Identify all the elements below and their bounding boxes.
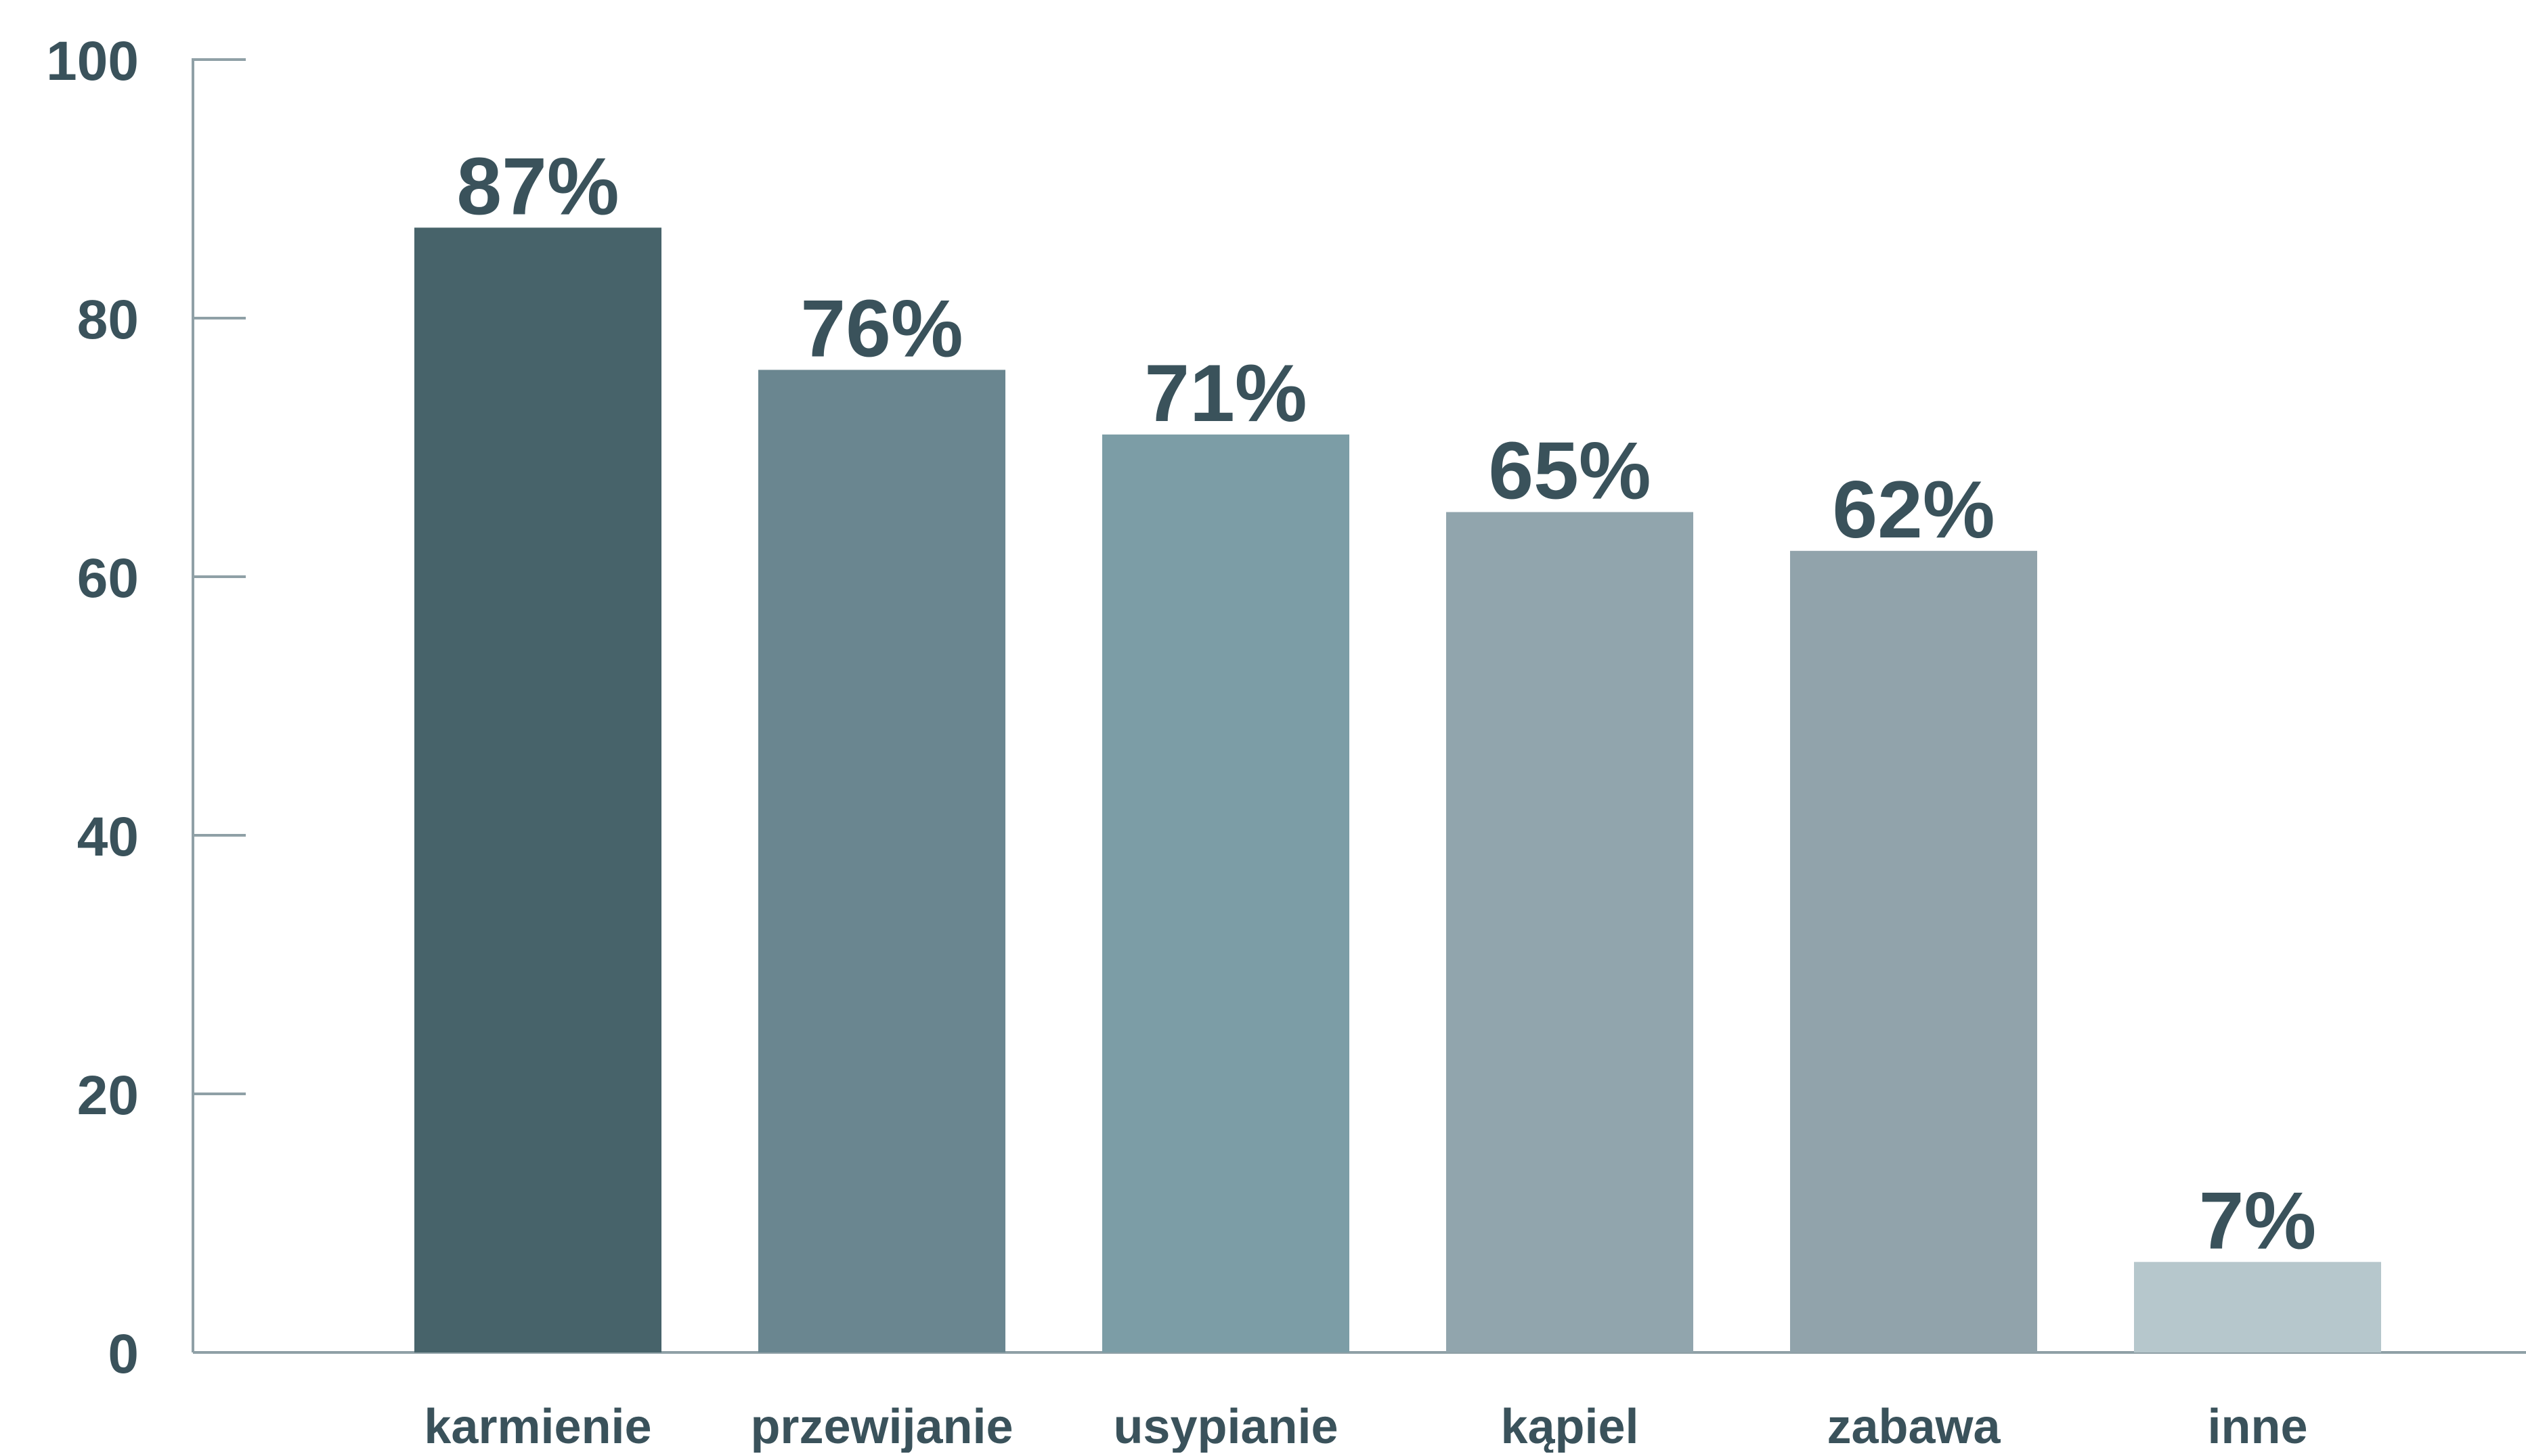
bar bbox=[1102, 434, 1349, 1352]
bar bbox=[414, 227, 661, 1352]
bar bbox=[1446, 512, 1693, 1352]
axis-layer: 0 20 40 60 80 100 bbox=[46, 30, 2526, 1385]
bars-layer bbox=[414, 227, 2381, 1352]
x-tick-label: kąpiel bbox=[1500, 1400, 1638, 1453]
bar-value-label: 87% bbox=[456, 141, 619, 231]
labels-layer: 87% karmienie 76% przewijanie 71% usypianie 65… bbox=[424, 141, 2316, 1454]
y-tick-label: 80 bbox=[77, 289, 139, 351]
y-tick-label: 100 bbox=[46, 30, 139, 92]
bar-value-label: 71% bbox=[1144, 348, 1307, 439]
y-tick-label: 60 bbox=[77, 548, 139, 609]
bar-value-label: 62% bbox=[1832, 464, 1995, 555]
bar bbox=[1790, 550, 2037, 1352]
bar-value-label: 65% bbox=[1488, 426, 1651, 516]
y-tick-label: 20 bbox=[77, 1065, 139, 1126]
x-tick-label: zabawa bbox=[1827, 1400, 2001, 1453]
bar bbox=[2134, 1262, 2381, 1352]
bar-value-label: 76% bbox=[800, 283, 963, 374]
bar bbox=[758, 370, 1005, 1352]
x-tick-label: usypianie bbox=[1113, 1400, 1338, 1453]
x-tick-label: karmienie bbox=[424, 1400, 651, 1453]
x-tick-label: przewijanie bbox=[750, 1400, 1013, 1453]
x-tick-label: inne bbox=[2207, 1400, 2307, 1453]
y-tick-label: 40 bbox=[77, 806, 139, 868]
bar-value-label: 7% bbox=[2199, 1175, 2316, 1266]
y-tick-label: 0 bbox=[108, 1323, 139, 1385]
